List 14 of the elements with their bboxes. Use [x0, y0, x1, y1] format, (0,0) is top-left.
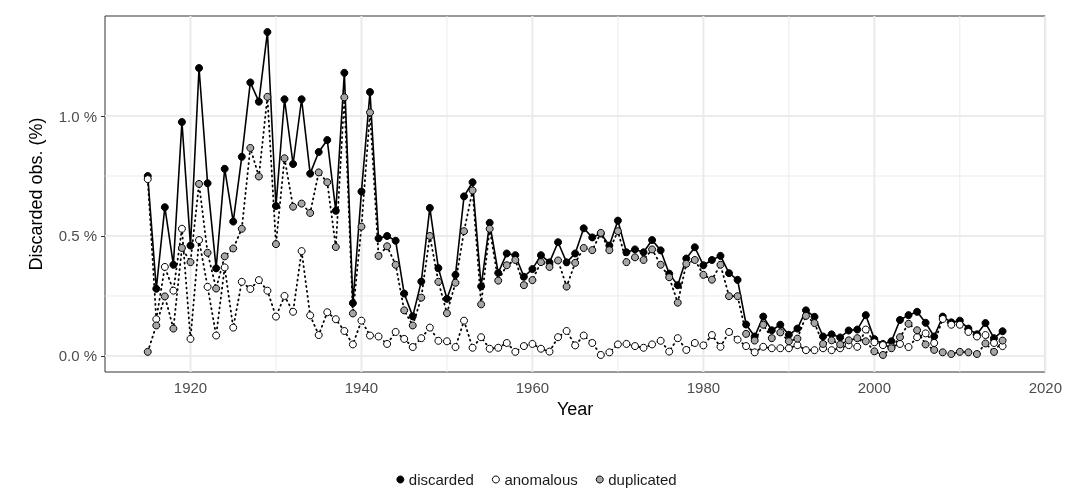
y-tick-label: 0.0 % [58, 347, 97, 365]
x-tick-label: 1920 [173, 379, 208, 396]
x-tick-label: 1980 [686, 379, 721, 396]
legend-label: duplicated [608, 471, 677, 488]
x-tick-label: 2000 [857, 379, 892, 396]
y-tick-label: 1.0 % [58, 107, 97, 125]
x-tick-label: 1940 [344, 379, 379, 396]
x-tick-label: 2020 [1028, 379, 1062, 396]
legend-label: discarded [408, 471, 474, 488]
y-axis-title: Discarded obs. (%) [26, 117, 46, 271]
legend-label: anomalous [504, 471, 578, 488]
x-tick-label: 1960 [515, 379, 550, 396]
x-axis-title: Year [556, 399, 594, 419]
y-tick-label: 0.5 % [58, 227, 97, 245]
